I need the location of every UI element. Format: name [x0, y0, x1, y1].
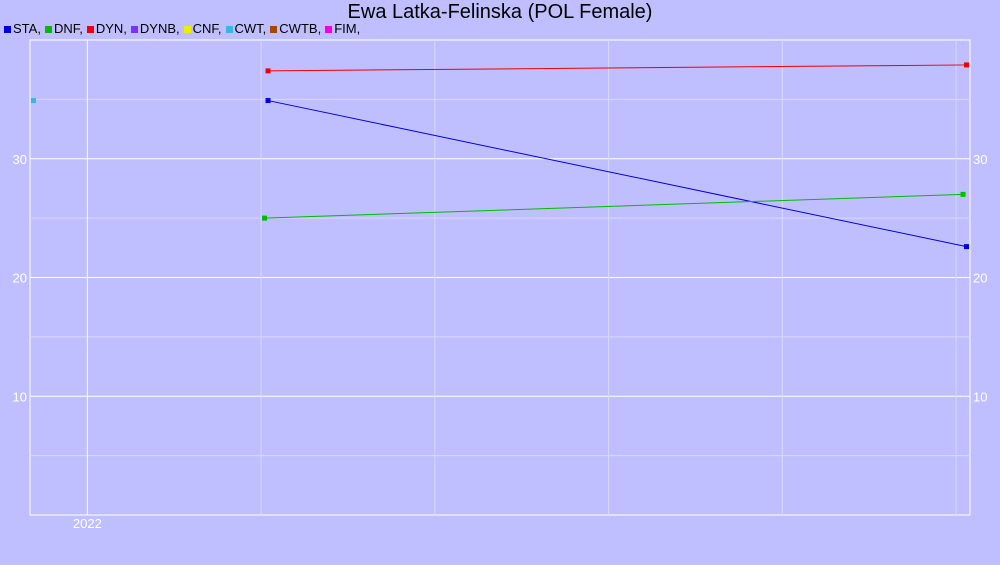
legend-item-dynb: DYNB, [130, 21, 180, 36]
legend-label: DYN, [95, 21, 127, 36]
data-point-sta [265, 98, 271, 104]
series-line-dyn [268, 64, 967, 72]
legend-item-cnf: CNF, [183, 21, 222, 36]
legend-item-cwt: CWT, [225, 21, 267, 36]
legend-label: CWT, [234, 21, 267, 36]
data-point-dnf [262, 215, 268, 221]
legend-item-dnf: DNF, [44, 21, 83, 36]
legend-label: FIM, [334, 21, 361, 36]
legend-swatch [4, 26, 11, 33]
y-tick-label-left: 30 [13, 152, 27, 167]
legend-item-sta: STA, [4, 21, 41, 36]
legend-label: DYNB, [139, 21, 180, 36]
series-line-sta [267, 100, 967, 248]
data-point-dyn [964, 62, 970, 68]
legend-item-dyn: DYN, [86, 21, 127, 36]
data-point-cwt [30, 98, 36, 104]
y-tick-label-right: 30 [973, 152, 987, 167]
legend-swatch [130, 26, 138, 33]
legend-swatch [86, 26, 94, 33]
legend-label: STA, [13, 21, 41, 36]
data-point-dnf [960, 191, 966, 197]
legend-swatch [270, 26, 278, 33]
legend-swatch [44, 26, 52, 33]
legend-item-cwtb: CWTB, [270, 21, 321, 36]
y-tick-label-right: 10 [973, 389, 987, 404]
y-tick-label-right: 20 [973, 271, 987, 286]
chart-title: Ewa Latka-Felinska (POL Female) [347, 1, 653, 23]
legend-item-fim: FIM, [325, 21, 360, 36]
legend-label: DNF, [53, 21, 83, 36]
legend-swatch [325, 26, 333, 33]
series-line-dnf [264, 193, 964, 219]
legend-swatch [183, 26, 191, 33]
y-tick-label-left: 20 [13, 271, 27, 286]
x-tick-label: 2022 [73, 516, 102, 531]
legend-swatch [225, 26, 233, 33]
legend: STA, DNF, DYN, DYNB, CNF, CWT, CWTB, FIM, [4, 21, 364, 36]
legend-label: CWTB, [279, 21, 322, 36]
legend-label: CNF, [192, 21, 222, 36]
y-tick-label-left: 10 [13, 389, 27, 404]
data-point-dyn [265, 68, 271, 74]
data-point-sta [964, 244, 970, 250]
